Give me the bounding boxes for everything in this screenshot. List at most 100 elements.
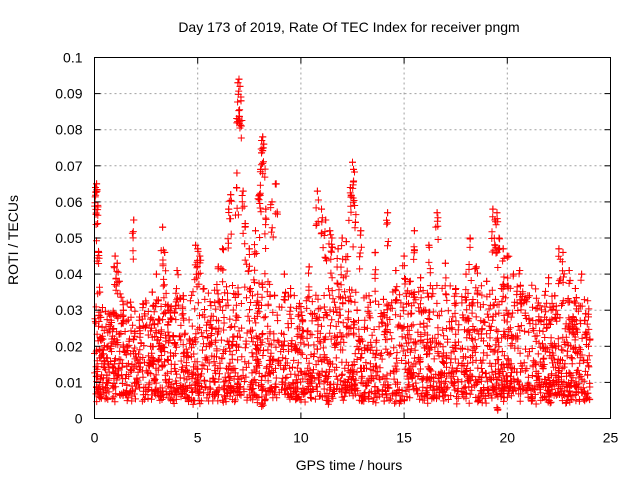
data-point-35 xyxy=(227,191,235,199)
data-point-111 xyxy=(258,400,266,408)
data-point-96 xyxy=(534,299,542,307)
y-axis-label: ROTI / TECUs xyxy=(5,195,21,285)
data-point-30 xyxy=(200,285,208,293)
x-tick-label: 5 xyxy=(194,430,202,446)
data-point-83 xyxy=(462,270,470,278)
data-point-94 xyxy=(516,266,524,274)
data-point-7 xyxy=(97,313,105,321)
data-point-76 xyxy=(406,277,414,285)
data-point-117 xyxy=(474,396,482,404)
data-point-17 xyxy=(136,324,144,332)
data-point-118 xyxy=(493,404,501,412)
data-point-8 xyxy=(99,335,107,343)
data-point-15 xyxy=(119,306,127,314)
data-point-79 xyxy=(425,241,433,249)
data-point-73 xyxy=(384,209,392,217)
data-point-98 xyxy=(551,292,559,300)
data-point-75 xyxy=(400,252,408,260)
data-point-67 xyxy=(350,165,358,173)
data-point-10 xyxy=(103,371,111,379)
data-point-115 xyxy=(396,396,404,404)
data-point-108 xyxy=(157,393,165,401)
data-point-104 xyxy=(582,310,590,318)
data-point-80 xyxy=(433,209,441,217)
data-point-100 xyxy=(559,248,567,256)
data-point-87 xyxy=(489,205,497,213)
data-point-99 xyxy=(555,245,563,253)
y-tick-label: 0.1 xyxy=(63,50,83,66)
data-point-78 xyxy=(417,274,425,282)
data-point-113 xyxy=(324,396,332,404)
roti-point-markers xyxy=(91,75,594,414)
data-point-72 xyxy=(379,295,387,303)
data-point-6 xyxy=(96,288,104,296)
data-point-11 xyxy=(107,342,115,350)
y-tick-label: 0.06 xyxy=(55,194,82,210)
data-point-26 xyxy=(185,335,193,343)
data-point-16 xyxy=(130,216,138,224)
data-point-120 xyxy=(563,396,571,404)
data-point-21 xyxy=(159,223,167,231)
data-point-81 xyxy=(441,259,449,267)
data-point-110 xyxy=(221,393,229,401)
data-point-49 xyxy=(260,140,268,148)
y-tick-label: 0.01 xyxy=(55,374,82,390)
data-point-28 xyxy=(194,245,202,253)
data-point-101 xyxy=(565,266,573,274)
y-tick-label: 0.05 xyxy=(55,230,82,246)
data-point-88 xyxy=(491,216,499,224)
data-point-50 xyxy=(262,205,270,213)
data-point-4 xyxy=(94,220,102,228)
data-point-24 xyxy=(173,266,181,274)
data-point-112 xyxy=(295,393,303,401)
data-point-42 xyxy=(241,220,249,228)
data-point-65 xyxy=(346,183,354,191)
data-point-5 xyxy=(95,248,103,256)
data-point-114 xyxy=(359,393,367,401)
data-point-107 xyxy=(121,389,129,397)
data-point-23 xyxy=(165,306,173,314)
data-point-74 xyxy=(392,266,400,274)
data-point-34 xyxy=(225,205,233,213)
data-point-69 xyxy=(357,227,365,235)
data-point-13 xyxy=(113,259,121,267)
data-point-89 xyxy=(493,209,501,217)
x-tick-label: 10 xyxy=(293,430,309,446)
data-point-48 xyxy=(259,133,267,141)
axis-ticks: 0 5 10 15 20 25 0 0.01 0.02 0.03 0.04 0.05 0.06 0.07 0… xyxy=(55,50,618,446)
data-point-105 xyxy=(586,335,594,343)
data-point-90 xyxy=(495,234,503,242)
data-point-22 xyxy=(161,248,169,256)
data-point-54 xyxy=(287,285,295,293)
data-point-57 xyxy=(313,187,321,195)
data-point-31 xyxy=(206,321,214,329)
data-point-36 xyxy=(233,169,241,177)
data-point-77 xyxy=(410,227,418,235)
data-point-86 xyxy=(483,277,491,285)
data-point-102 xyxy=(571,285,579,293)
data-point-20 xyxy=(152,270,160,278)
x-tick-label: 20 xyxy=(500,430,516,446)
data-point-58 xyxy=(318,205,326,213)
data-point-52 xyxy=(272,180,280,188)
data-point-103 xyxy=(578,270,586,278)
data-point-92 xyxy=(503,252,511,260)
data-point-59 xyxy=(322,216,330,224)
data-point-109 xyxy=(190,396,198,404)
data-point-119 xyxy=(528,393,536,401)
data-points xyxy=(91,75,594,414)
y-tick-label: 0 xyxy=(75,411,83,427)
data-point-33 xyxy=(218,245,226,253)
data-point-45 xyxy=(256,191,264,199)
x-tick-label: 0 xyxy=(91,430,99,446)
data-point-55 xyxy=(297,303,305,311)
data-point-9 xyxy=(101,357,109,365)
data-point-70 xyxy=(365,292,373,300)
data-point-37 xyxy=(234,79,242,87)
data-point-85 xyxy=(472,263,480,271)
data-point-84 xyxy=(466,234,474,242)
y-tick-label: 0.03 xyxy=(55,302,82,318)
data-point-38 xyxy=(235,75,243,83)
data-point-12 xyxy=(111,252,119,260)
